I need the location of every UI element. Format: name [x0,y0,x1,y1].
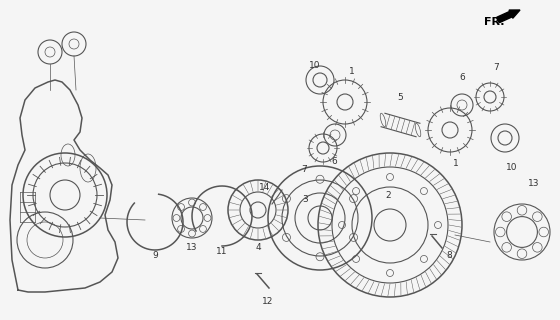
Text: 6: 6 [459,74,465,83]
Text: 9: 9 [152,251,158,260]
Text: 8: 8 [446,252,452,260]
Text: 13: 13 [528,180,540,188]
Text: 1: 1 [453,159,459,169]
Text: 10: 10 [309,61,321,70]
Text: FR.: FR. [484,17,505,27]
Text: 13: 13 [186,244,198,252]
Text: 10: 10 [506,164,518,172]
Text: 5: 5 [397,93,403,102]
Text: 3: 3 [302,196,308,204]
Text: 7: 7 [493,63,499,73]
Text: 6: 6 [331,157,337,166]
Text: 7: 7 [301,165,307,174]
Text: 11: 11 [216,247,228,257]
FancyArrow shape [497,10,520,23]
Text: 1: 1 [349,68,355,76]
Text: 12: 12 [262,298,274,307]
Text: 14: 14 [259,182,270,191]
Text: 4: 4 [255,244,261,252]
Text: 2: 2 [385,190,391,199]
